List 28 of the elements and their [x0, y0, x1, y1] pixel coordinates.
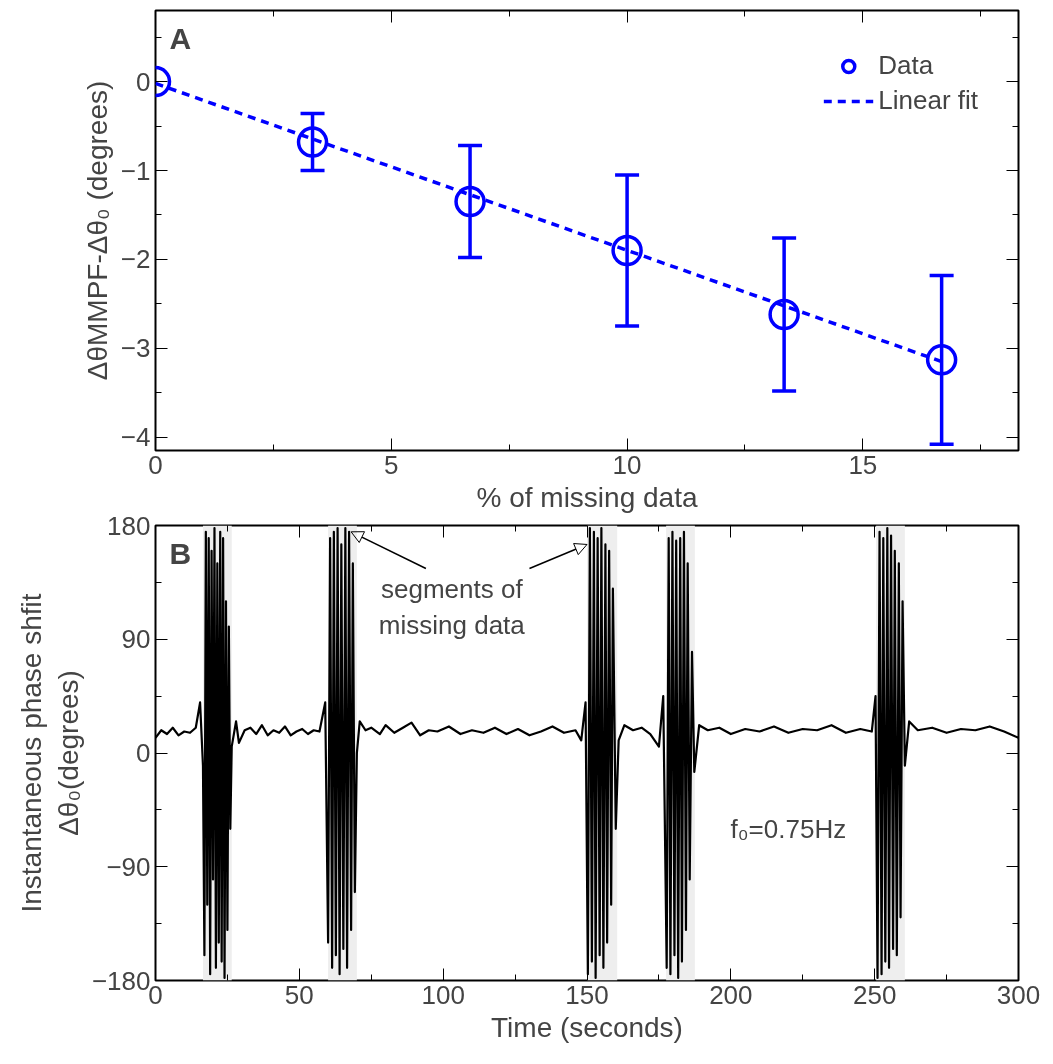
y-tick-label: −90: [106, 851, 151, 882]
x-tick-label: 50: [284, 979, 314, 1010]
x-tick-label: 5: [384, 449, 399, 480]
x-tick-label: 100: [421, 979, 465, 1010]
y-tick-label: −2: [120, 244, 151, 275]
y-tick-label: −3: [120, 333, 151, 364]
x-tick-label: 200: [709, 979, 753, 1010]
annotation: segments of missing data: [378, 573, 526, 640]
y-tick-label: 90: [121, 624, 151, 655]
x-tick-label: 300: [996, 979, 1041, 1010]
y-axis-title: Instantaneous phase shfit Δθ₀(degrees): [15, 593, 84, 913]
y-axis-title: ΔθMMPF-Δθ₀ (degrees): [81, 80, 113, 381]
x-axis-title: Time (seconds): [491, 1011, 683, 1043]
legend-label: Linear fit: [878, 85, 978, 116]
x-tick-label: 15: [848, 449, 878, 480]
x-tick-label: 150: [565, 979, 609, 1010]
x-tick-label: 10: [612, 449, 642, 480]
y-tick-label: −4: [120, 422, 151, 453]
y-tick-label: −1: [120, 155, 151, 186]
chart-title: A: [169, 21, 192, 55]
y-tick-label: 0: [136, 738, 151, 768]
y-tick-label: 180: [107, 510, 151, 541]
chart-title: B: [169, 536, 192, 570]
legend-label: Data: [878, 50, 934, 81]
y-tick-label: 0: [136, 66, 151, 97]
x-axis-title: % of missing data: [476, 481, 698, 513]
x-tick-label: 250: [852, 979, 897, 1010]
annotation: f₀=0.75Hz: [730, 813, 847, 844]
